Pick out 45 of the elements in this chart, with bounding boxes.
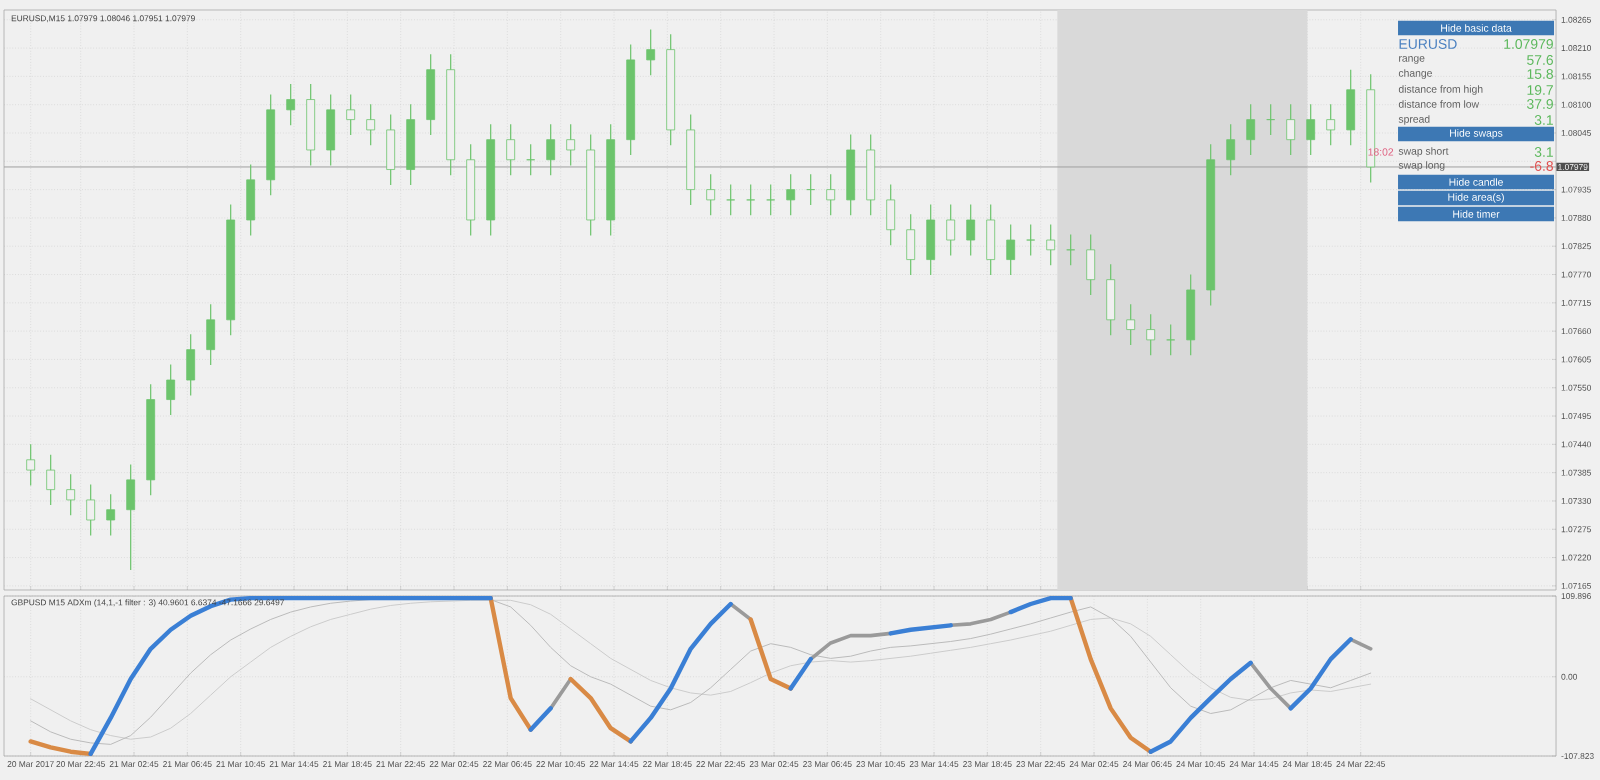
candlestick (326, 93, 336, 167)
candlestick (1106, 263, 1116, 336)
candlestick (1126, 303, 1136, 346)
candlestick (106, 493, 116, 537)
candlestick (86, 483, 96, 537)
candlestick (1086, 233, 1096, 296)
candlestick (246, 163, 256, 237)
candlestick (346, 93, 356, 136)
candlestick (946, 203, 956, 257)
candlestick (746, 183, 756, 216)
candlestick (1006, 224, 1016, 276)
candlestick (566, 123, 576, 167)
candlestick (386, 113, 396, 186)
candlestick (366, 103, 376, 146)
candlestick (886, 183, 896, 246)
candlestick (706, 173, 716, 216)
candlestick (906, 213, 916, 276)
candlestick (1246, 103, 1256, 156)
candlestick (1286, 103, 1296, 156)
candlestick (166, 363, 176, 416)
candlestick (1146, 313, 1156, 356)
candlestick (966, 203, 976, 257)
candlestick (926, 203, 936, 276)
candlestick (1326, 103, 1336, 146)
candlestick (1026, 224, 1036, 257)
candlestick (726, 183, 736, 216)
candlestick (1046, 224, 1056, 266)
candlestick (506, 123, 516, 176)
candlestick (66, 473, 76, 516)
candlestick (546, 123, 556, 176)
candlestick (786, 173, 796, 216)
candlestick (46, 454, 56, 506)
candlestick (206, 303, 216, 366)
candlestick (286, 83, 296, 126)
candlestick (26, 443, 36, 487)
candlestick (826, 173, 836, 216)
candlestick (126, 463, 136, 571)
candlestick (1346, 69, 1356, 146)
candlestick (766, 183, 776, 216)
candlestick (1306, 103, 1316, 156)
candlestick (1166, 323, 1176, 356)
candlestick (646, 28, 656, 76)
candlestick (1226, 123, 1236, 176)
candlestick (186, 333, 196, 397)
candlestick (986, 203, 996, 276)
